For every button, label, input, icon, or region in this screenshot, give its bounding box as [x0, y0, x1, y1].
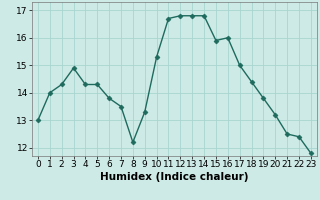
X-axis label: Humidex (Indice chaleur): Humidex (Indice chaleur) — [100, 172, 249, 182]
